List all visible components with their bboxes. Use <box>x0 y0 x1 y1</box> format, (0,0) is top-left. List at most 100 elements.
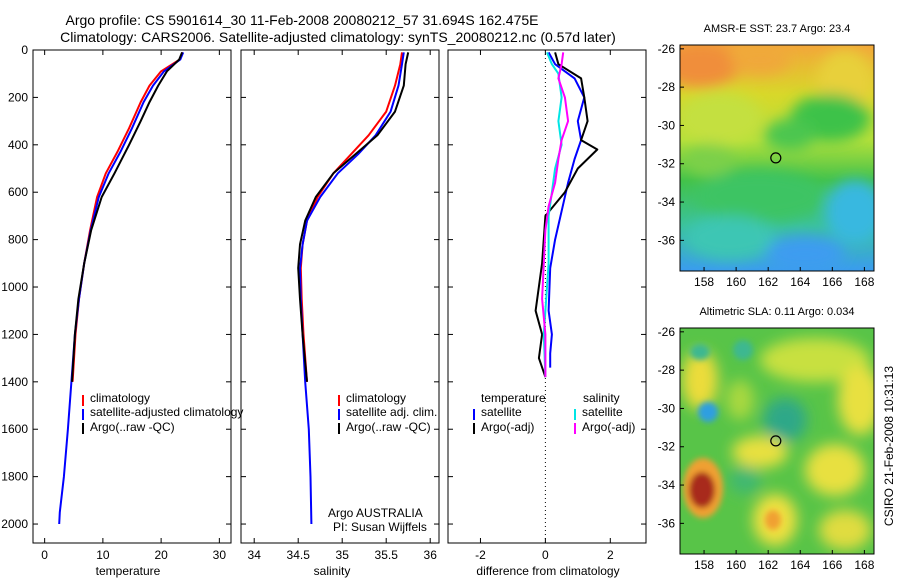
sst-map-frame <box>679 44 875 272</box>
temperature-series-climatology <box>71 52 184 382</box>
sla-map-ytick-label: -28 <box>658 363 676 377</box>
difference-panel: -2 0 2 temperature salinity satellite Argo… <box>447 49 647 578</box>
difference-legend-header-temperature: temperature <box>481 391 546 405</box>
salinity-legend-satellite-swatch <box>338 409 340 420</box>
sst-map-title: AMSR-E SST: 23.7 Argo: 23.4 <box>704 23 851 35</box>
title-line-2: Climatology: CARS2006. Satellite-adjuste… <box>60 29 616 45</box>
temperature-legend-argo: Argo(..raw -QC) <box>90 420 175 434</box>
sla-map-xtick-label: 168 <box>854 558 874 572</box>
salinity-legend-satellite: satellite adj. clim. <box>346 405 437 419</box>
difference-legend-sal-argo: Argo(-adj) <box>582 420 635 434</box>
depth-ytick-label: 400 <box>8 138 28 152</box>
temperature-legend-satellite: satellite-adjusted climatology <box>90 405 243 419</box>
depth-ytick-label: 1200 <box>1 327 28 341</box>
sst-map-ytick-label: -36 <box>658 233 676 247</box>
sla-map-xtick-label: 162 <box>758 558 778 572</box>
salinity-series-satellite-adj-clim <box>299 52 405 525</box>
sst-map-ytick-label: -28 <box>658 80 676 94</box>
difference-series-salinity-satellite <box>542 52 563 378</box>
salinity-series-argo-raw-qc <box>297 52 410 382</box>
temperature-xtick-label: 10 <box>96 548 110 562</box>
difference-legend-temp-satellite: satellite <box>481 405 522 419</box>
difference-legend-sal-argo-swatch <box>574 423 576 434</box>
depth-ytick-label: 0 <box>21 43 28 57</box>
sst-map-ytick-label: -32 <box>658 157 676 171</box>
difference-legend-sal-satellite-swatch <box>574 409 576 420</box>
sst-map-xtick-label: 168 <box>854 275 874 289</box>
sst-map-xtick-label: 162 <box>758 275 778 289</box>
difference-xtick-label: 0 <box>542 548 549 562</box>
salinity-xlabel: salinity <box>314 564 351 578</box>
sla-map-xtick-label: 158 <box>694 558 714 572</box>
sst-map-xtick-label: 160 <box>726 275 746 289</box>
sla-map-ytick-label: -32 <box>658 440 676 454</box>
sla-profile-location-marker <box>770 435 782 447</box>
depth-ytick-label: 1000 <box>1 280 28 294</box>
salinity-xtick-label: 35.5 <box>375 548 399 562</box>
temperature-panel: 0 10 20 30 0 200 400 600 800 1000 1200 1400 1600 1800… <box>1 43 243 578</box>
sla-map-ytick-label: -36 <box>658 516 676 530</box>
difference-legend-sal-satellite: satellite <box>582 405 623 419</box>
sst-map-ytick-label: -34 <box>658 195 676 209</box>
difference-axes-frame <box>447 49 647 544</box>
depth-ytick-label: 2000 <box>1 517 28 531</box>
sst-map-ytick-label: -30 <box>658 118 676 132</box>
sst-map-xtick-label: 158 <box>694 275 714 289</box>
temperature-xtick-label: 0 <box>41 548 48 562</box>
depth-ytick-label: 1600 <box>1 422 28 436</box>
sst-profile-location-marker <box>770 152 782 164</box>
sla-map-ytick-label: -34 <box>658 478 676 492</box>
title-line-1: Argo profile: CS 5901614_30 11-Feb-2008 … <box>65 12 538 28</box>
temperature-legend-climatology: climatology <box>90 391 150 405</box>
difference-legend-temp-argo-swatch <box>473 423 475 434</box>
salinity-legend-argo-swatch <box>338 423 340 434</box>
salinity-annotation-program: Argo AUSTRALIA <box>328 506 423 520</box>
difference-xlabel: difference from climatology <box>476 564 619 578</box>
temperature-legend-argo-swatch <box>82 423 84 434</box>
difference-legend-temp-argo: Argo(-adj) <box>481 420 534 434</box>
difference-xtick-label: 2 <box>607 548 614 562</box>
salinity-panel: 34 34.5 35 35.5 36 climatology satellite adj… <box>240 49 440 578</box>
depth-ytick-label: 1800 <box>1 470 28 484</box>
sla-map-frame <box>679 327 875 555</box>
sst-map-panel: AMSR-E SST: 23.7 Argo: 23.4 158 160 162 164… <box>658 23 875 289</box>
difference-legend-header-salinity: salinity <box>583 391 620 405</box>
sla-map-xtick-label: 160 <box>726 558 746 572</box>
difference-series-temperature-argo-adj <box>534 52 599 378</box>
temperature-legend-satellite-swatch <box>82 409 84 420</box>
salinity-axes-frame <box>240 49 440 544</box>
salinity-xtick-label: 34 <box>248 548 262 562</box>
difference-legend-temp-satellite-swatch <box>473 409 475 420</box>
salinity-legend-climatology-swatch <box>338 395 340 406</box>
salinity-legend-climatology: climatology <box>346 391 406 405</box>
difference-series-temperature-satellite <box>547 51 586 368</box>
salinity-xtick-label: 35 <box>336 548 350 562</box>
temperature-xtick-label: 30 <box>213 548 227 562</box>
temperature-xtick-label: 20 <box>154 548 168 562</box>
salinity-series-climatology <box>299 52 403 382</box>
sla-map-title: Altimetric SLA: 0.11 Argo: 0.034 <box>699 306 854 318</box>
difference-series-salinity-argo-adj <box>541 52 570 378</box>
depth-ytick-label: 1400 <box>1 375 28 389</box>
sst-map-ytick-label: -26 <box>658 42 676 56</box>
difference-xtick-label: -2 <box>475 548 486 562</box>
sla-map-image <box>680 328 874 554</box>
sla-map-panel: Altimetric SLA: 0.11 Argo: 0.034 <box>658 306 875 572</box>
sla-map-ytick-label: -26 <box>658 325 676 339</box>
salinity-xtick-label: 34.5 <box>287 548 311 562</box>
sla-map-ytick-label: -30 <box>658 401 676 415</box>
sst-map-xtick-label: 166 <box>822 275 842 289</box>
sla-map-xtick-label: 166 <box>822 558 842 572</box>
salinity-legend-argo: Argo(..raw -QC) <box>346 420 431 434</box>
depth-ytick-label: 800 <box>8 233 28 247</box>
sst-map-image <box>680 45 874 271</box>
temperature-legend-climatology-swatch <box>82 395 84 406</box>
salinity-annotation-pi: PI: Susan Wijffels <box>333 520 427 534</box>
salinity-xtick-label: 36 <box>424 548 438 562</box>
temperature-series-satellite-adjusted-climatology <box>58 52 185 525</box>
sla-map-xtick-label: 164 <box>790 558 810 572</box>
footer-stamp: CSIRO 21-Feb-2008 10:31:13 <box>882 366 896 526</box>
depth-ytick-label: 600 <box>8 185 28 199</box>
temperature-series-argo-raw-qc <box>71 52 184 382</box>
